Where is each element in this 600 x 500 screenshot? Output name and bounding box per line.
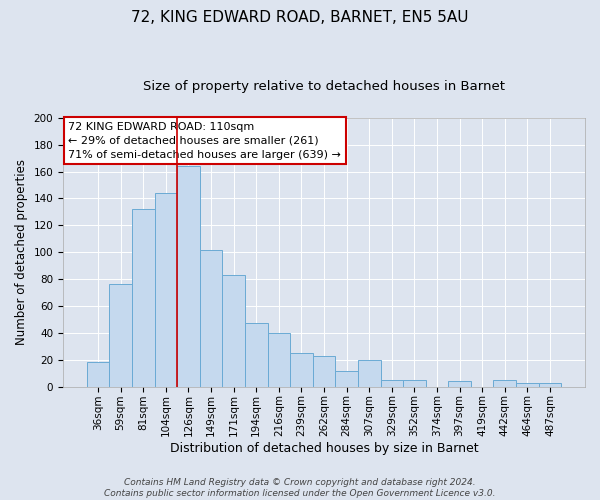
Bar: [268, 333, 290, 386]
Bar: [87, 362, 109, 386]
Bar: [313, 356, 335, 386]
Y-axis label: Number of detached properties: Number of detached properties: [15, 159, 28, 345]
Text: 72 KING EDWARD ROAD: 110sqm
← 29% of detached houses are smaller (261)
71% of se: 72 KING EDWARD ROAD: 110sqm ← 29% of det…: [68, 122, 341, 160]
Bar: [290, 353, 313, 386]
Text: Contains HM Land Registry data © Crown copyright and database right 2024.
Contai: Contains HM Land Registry data © Crown c…: [104, 478, 496, 498]
Bar: [493, 380, 516, 386]
Bar: [200, 250, 223, 386]
Bar: [358, 360, 380, 386]
Bar: [245, 324, 268, 386]
Bar: [516, 382, 539, 386]
Bar: [223, 275, 245, 386]
Bar: [155, 193, 177, 386]
Bar: [335, 370, 358, 386]
Bar: [403, 380, 425, 386]
Title: Size of property relative to detached houses in Barnet: Size of property relative to detached ho…: [143, 80, 505, 93]
Bar: [448, 382, 471, 386]
Bar: [177, 166, 200, 386]
Bar: [132, 209, 155, 386]
X-axis label: Distribution of detached houses by size in Barnet: Distribution of detached houses by size …: [170, 442, 478, 455]
Bar: [380, 380, 403, 386]
Bar: [539, 382, 561, 386]
Text: 72, KING EDWARD ROAD, BARNET, EN5 5AU: 72, KING EDWARD ROAD, BARNET, EN5 5AU: [131, 10, 469, 25]
Bar: [109, 284, 132, 386]
